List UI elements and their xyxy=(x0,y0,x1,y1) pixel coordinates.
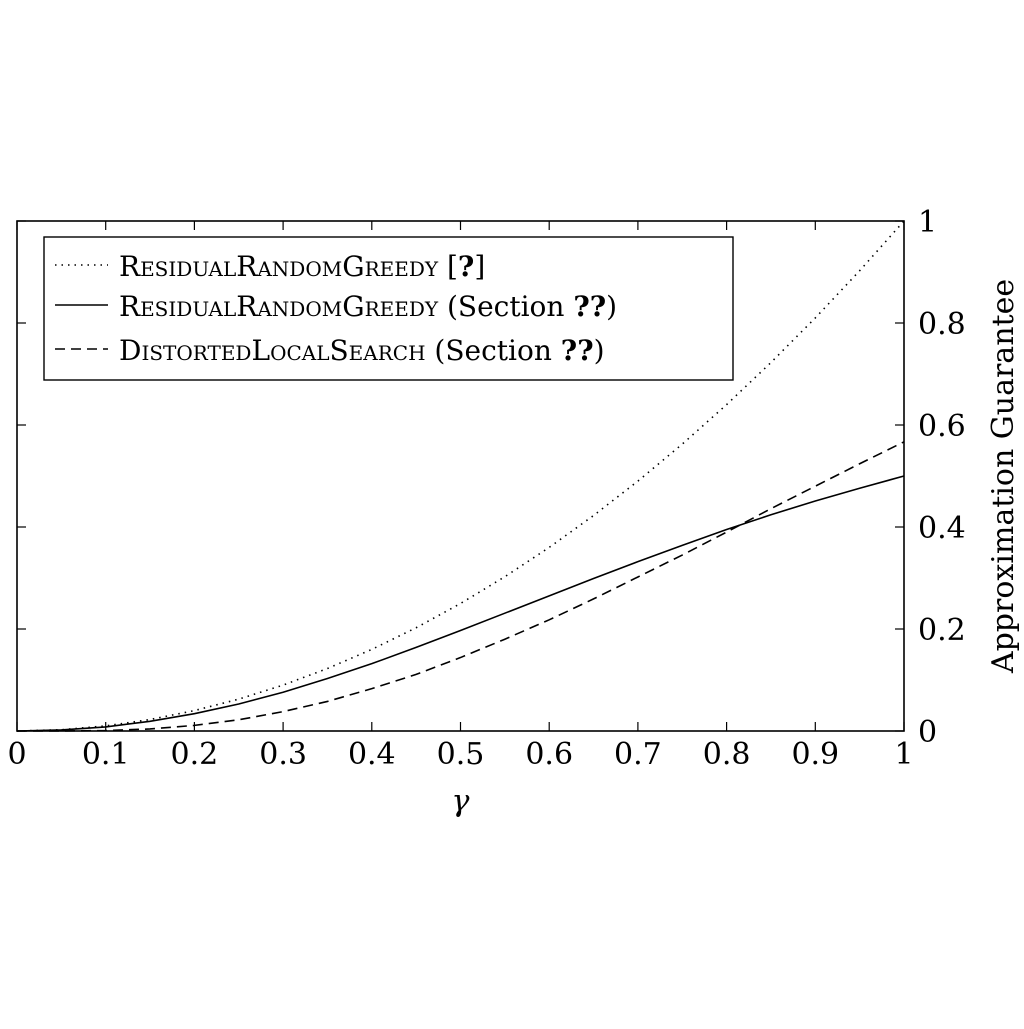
legend-ref: ?? xyxy=(573,290,606,323)
legend-suffix: (Section xyxy=(438,290,573,323)
x-tick-label: 0.3 xyxy=(259,737,307,772)
y-axis-title: Approximation Guarantee xyxy=(986,279,1021,674)
y-tick-label: 1 xyxy=(918,205,937,240)
x-tick-label: 0.8 xyxy=(703,737,751,772)
legend-name: ResidualRandomGreedy xyxy=(119,290,439,323)
series-line-2 xyxy=(16,475,905,732)
x-tick-label: 0.6 xyxy=(525,737,573,772)
y-tick-label: 0 xyxy=(918,715,937,750)
series-line-3 xyxy=(16,441,905,732)
legend-suffix: (Section xyxy=(426,334,561,367)
x-axis-title: γ xyxy=(452,784,470,819)
y-tick-label: 0.4 xyxy=(918,511,966,546)
y-tick-label: 0.8 xyxy=(918,307,966,342)
x-tick-label: 0.4 xyxy=(348,737,396,772)
y-tick-label: 0.6 xyxy=(918,409,966,444)
x-tick-label: 0.2 xyxy=(171,737,219,772)
legend-close: ] xyxy=(474,250,485,283)
legend-name: ResidualRandomGreedy xyxy=(119,250,439,283)
x-tick-label: 0.5 xyxy=(437,737,485,772)
legend-label-2: ResidualRandomGreedy (Section ??) xyxy=(119,290,617,323)
x-tick-label: 0.1 xyxy=(82,737,130,772)
legend-label-3: DistortedLocalSearch (Section ??) xyxy=(119,334,605,367)
y-tick-label: 0.2 xyxy=(918,613,966,648)
x-tick-label: 1 xyxy=(894,737,913,772)
legend-ref: ? xyxy=(458,250,474,283)
x-tick-label: 0 xyxy=(7,737,26,772)
x-tick-label: 0.7 xyxy=(614,737,662,772)
legend-name: DistortedLocalSearch xyxy=(119,334,426,367)
legend-box xyxy=(43,236,734,381)
legend-ref: ?? xyxy=(561,334,594,367)
x-tick-label: 0.9 xyxy=(791,737,839,772)
legend-suffix: [ xyxy=(438,250,458,283)
legend-label-1: ResidualRandomGreedy [?] xyxy=(119,250,485,283)
legend-close: ) xyxy=(606,290,617,323)
legend-close: ) xyxy=(594,334,605,367)
